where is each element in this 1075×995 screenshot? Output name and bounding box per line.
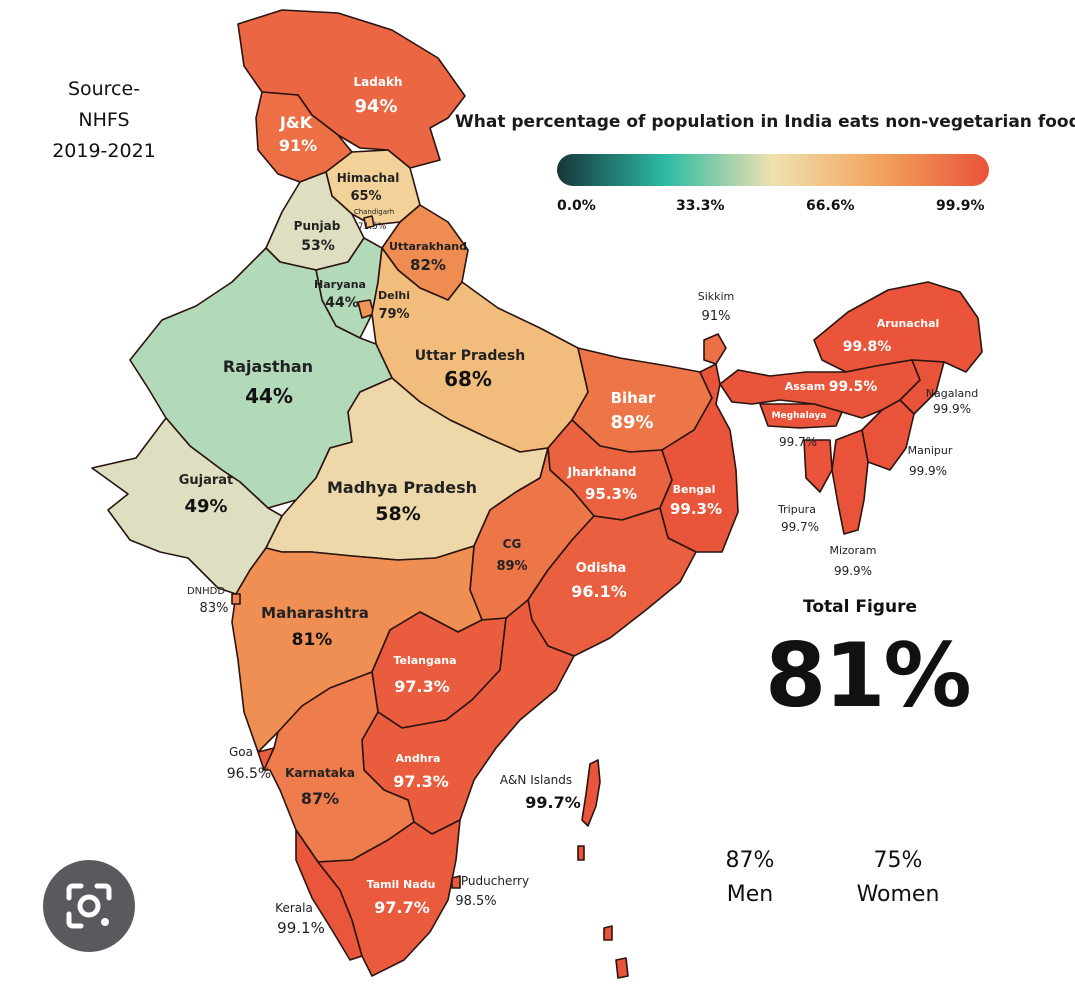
region-an-islands xyxy=(577,759,629,979)
total-figure-label: Total Figure xyxy=(803,597,917,617)
source-line-3: 2019-2021 xyxy=(52,140,156,162)
legend-tick-1: 33.3% xyxy=(676,198,725,214)
legend-tick-3: 99.9% xyxy=(936,198,985,214)
total-figure-value: 81% xyxy=(765,624,972,727)
region-dnhdd xyxy=(231,593,241,605)
region-tripura xyxy=(803,439,833,493)
source-note: Source- NHFS 2019-2021 xyxy=(44,74,164,167)
men-label: Men xyxy=(726,882,774,907)
region-tamil-nadu xyxy=(317,819,461,977)
region-chandigarh xyxy=(363,215,375,229)
region-sikkim xyxy=(703,333,727,365)
region-arunachal xyxy=(813,281,983,373)
women-label: Women xyxy=(856,882,940,907)
camera-search-icon xyxy=(66,883,112,929)
men-percent: 87% xyxy=(725,848,775,873)
region-meghalaya xyxy=(759,403,843,429)
visual-search-button[interactable] xyxy=(43,860,135,952)
region-bengal xyxy=(659,363,739,553)
region-mizoram xyxy=(831,429,869,535)
region-puducherry xyxy=(451,875,461,889)
chart-title: What percentage of population in India e… xyxy=(455,112,1075,132)
source-line-1: Source- xyxy=(67,78,141,100)
women-percent: 75% xyxy=(873,848,923,873)
color-scale-legend xyxy=(557,154,989,186)
women-stat: 75% Women xyxy=(846,844,950,912)
legend-tick-0: 0.0% xyxy=(557,198,596,214)
legend-tick-2: 66.6% xyxy=(806,198,855,214)
men-stat: 87% Men xyxy=(712,844,788,912)
source-line-2: NHFS xyxy=(78,109,130,131)
